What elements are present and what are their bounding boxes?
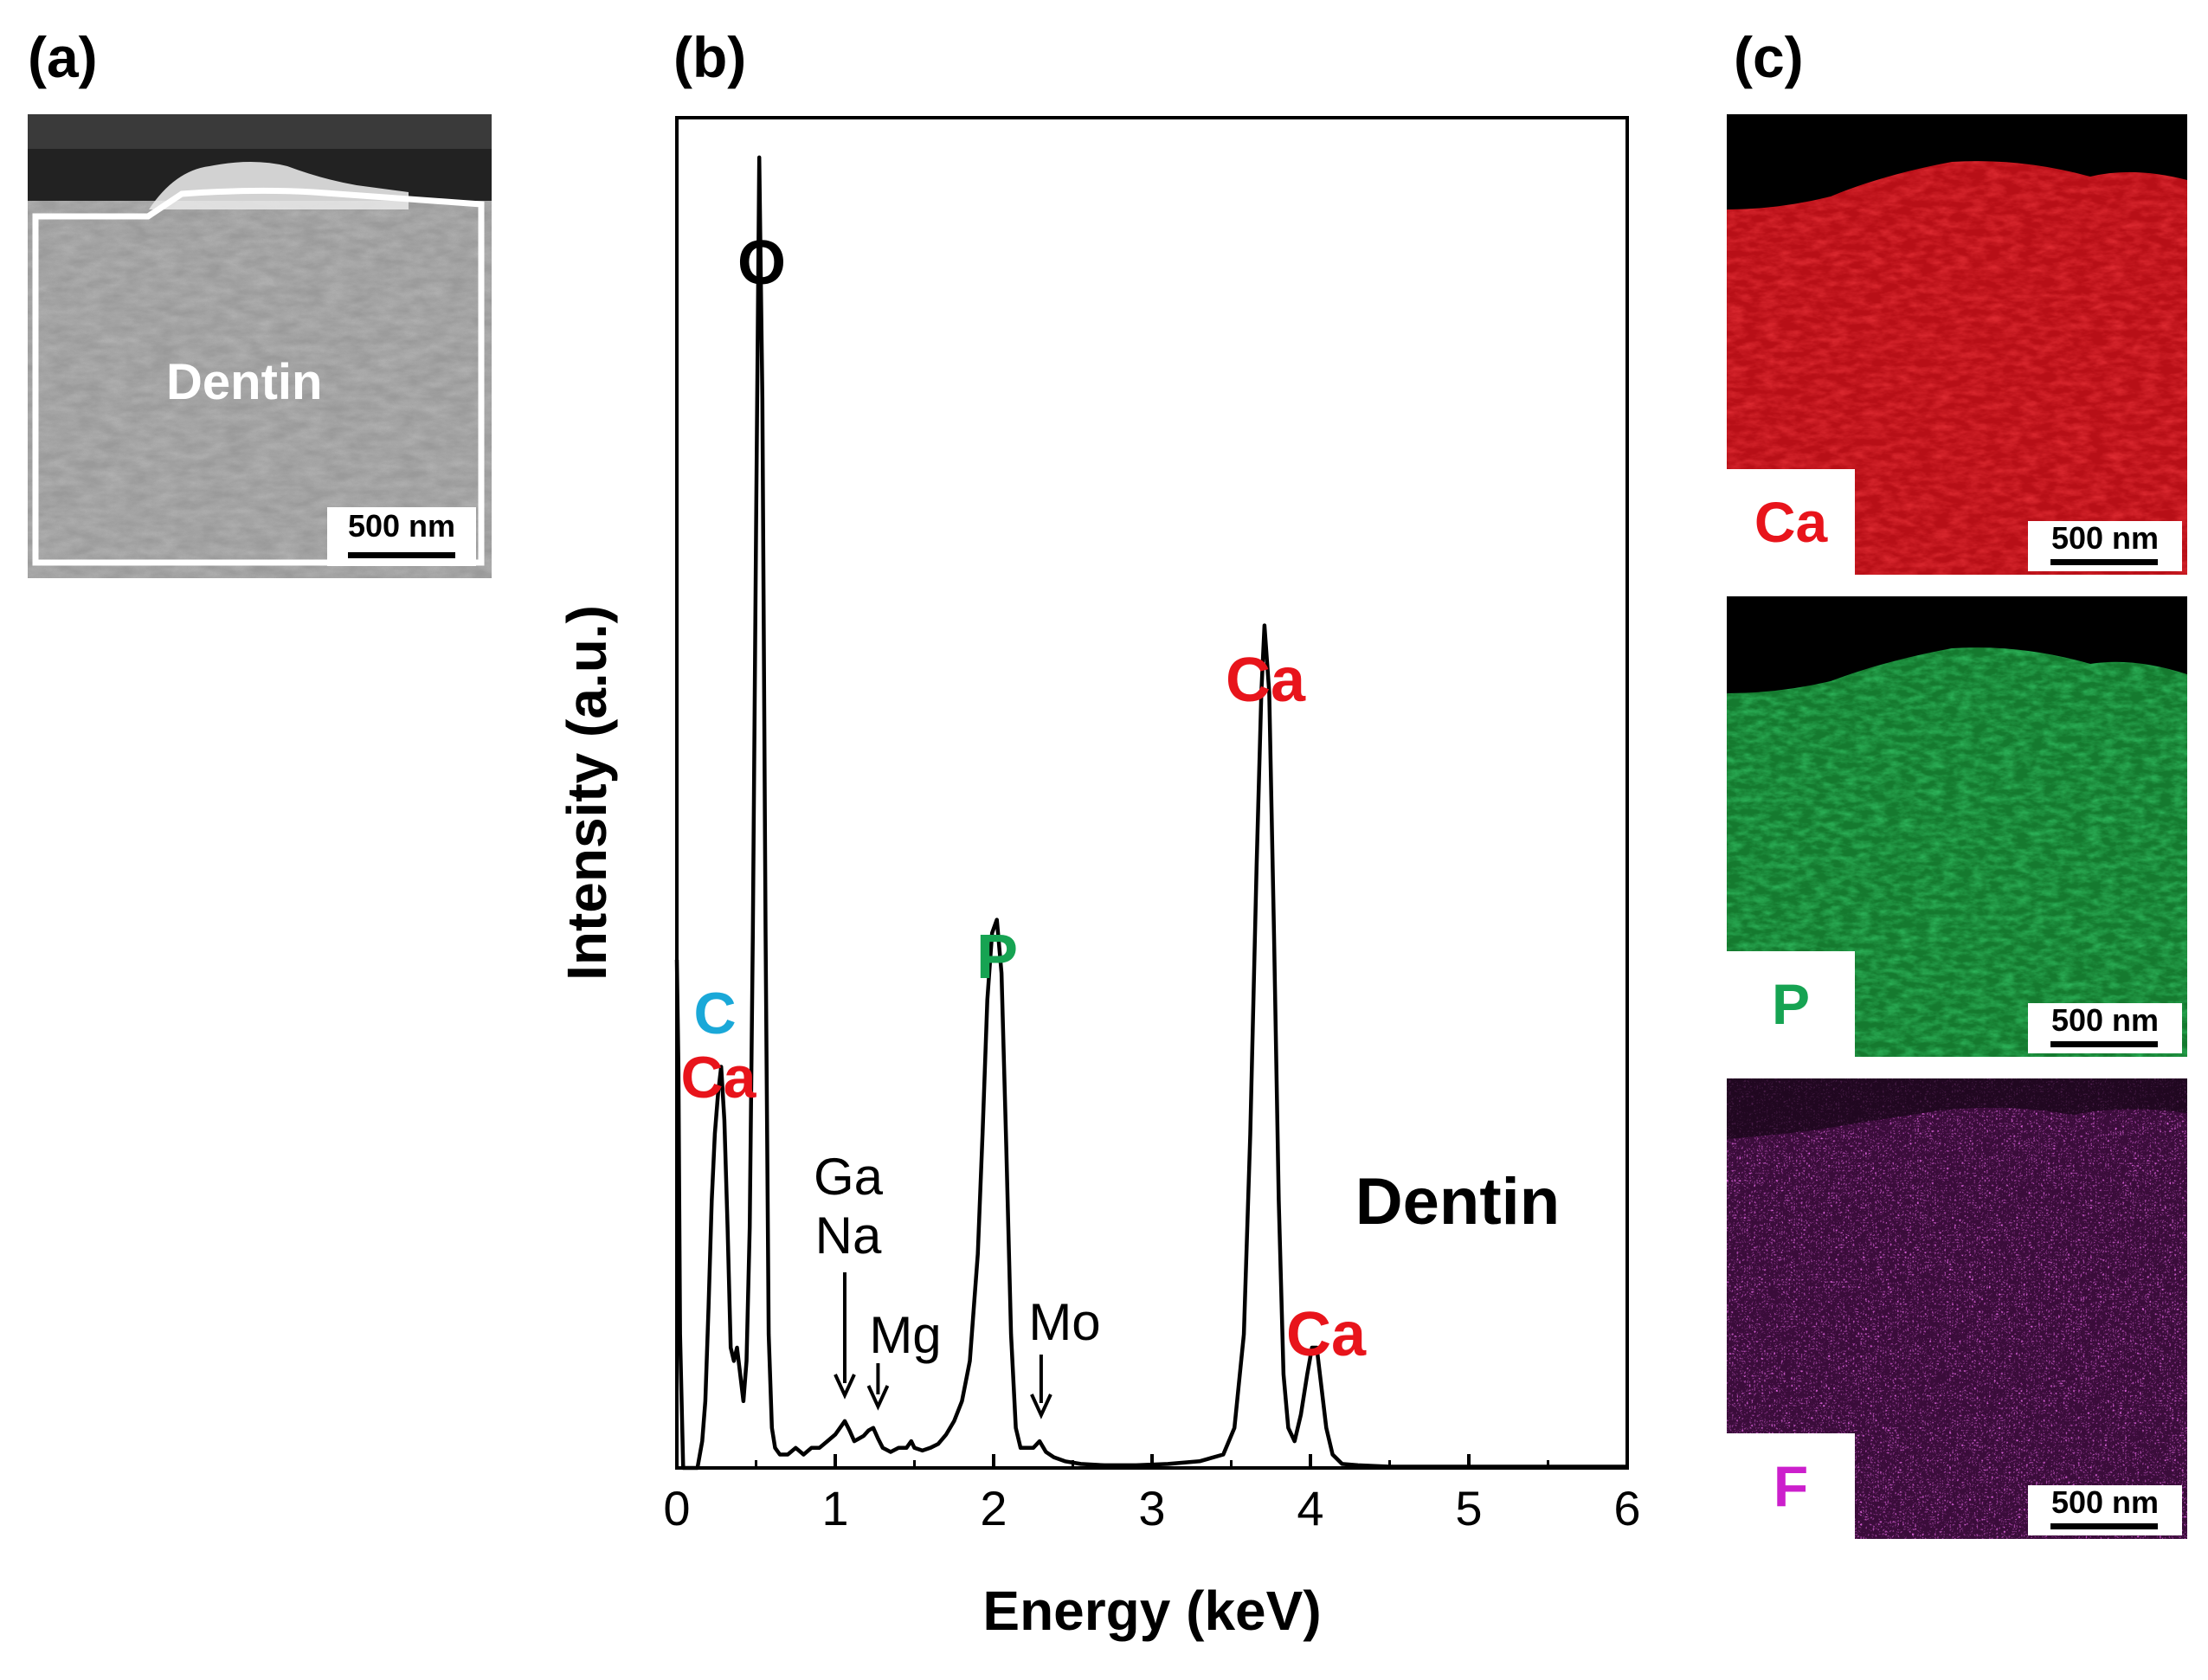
y-axis-label: Intensity (a.u.) bbox=[556, 605, 618, 981]
x-ticks: 0 1 2 3 4 5 6 bbox=[663, 1454, 1641, 1535]
map-f: F 500 nm bbox=[1727, 1078, 2187, 1539]
tem-image-texture bbox=[28, 114, 492, 578]
annotation-Ca-main: Ca bbox=[1226, 646, 1306, 715]
panel-label-c: (c) bbox=[1734, 25, 1804, 89]
x-tick-label-6: 6 bbox=[1613, 1481, 1640, 1535]
region-label-dentin: Dentin bbox=[166, 354, 323, 410]
arrow-head-2 bbox=[1030, 1394, 1053, 1419]
map-ca-texture bbox=[1727, 114, 2187, 575]
x-tick-label-2: 2 bbox=[980, 1481, 1007, 1535]
annotation-Dentin: Dentin bbox=[1355, 1165, 1560, 1239]
map-ca: Ca 500 nm bbox=[1727, 114, 2187, 575]
map-f-texture bbox=[1727, 1078, 2187, 1539]
tem-image-dentin: Dentin 500 nm bbox=[28, 114, 492, 578]
annotation-Ga: Ga bbox=[814, 1148, 884, 1206]
x-tick-label-3: 3 bbox=[1138, 1481, 1165, 1535]
scale-bar-p: 500 nm bbox=[2028, 1003, 2182, 1053]
map-p-element-label: P bbox=[1727, 951, 1855, 1057]
map-ca-element-label: Ca bbox=[1727, 469, 1855, 575]
annotation-Ca-beta: Ca bbox=[1286, 1300, 1367, 1369]
annotation-Na: Na bbox=[815, 1207, 882, 1265]
annotation-Mo: Mo bbox=[1028, 1293, 1100, 1351]
annotation-P: P bbox=[976, 923, 1018, 992]
spectrum-line bbox=[674, 155, 1627, 1471]
x-axis-label: Energy (keV) bbox=[982, 1580, 1321, 1642]
scale-bar-f: 500 nm bbox=[2028, 1485, 2182, 1535]
map-p: P 500 nm bbox=[1727, 596, 2187, 1057]
scale-bar-a-line bbox=[348, 552, 455, 558]
scale-bar-a: 500 nm bbox=[327, 507, 476, 566]
plot-frame bbox=[675, 116, 1629, 1470]
x-tick-label-4: 4 bbox=[1297, 1481, 1323, 1535]
annotation-Ca-low: Ca bbox=[681, 1045, 757, 1110]
scale-bar-p-label: 500 nm bbox=[2050, 1002, 2160, 1038]
panel-label-b: (b) bbox=[673, 25, 747, 89]
arrows bbox=[834, 1272, 1053, 1419]
x-tick-label-0: 0 bbox=[663, 1481, 690, 1535]
scale-bar-f-label: 500 nm bbox=[2050, 1484, 2160, 1520]
x-tick-label-1: 1 bbox=[821, 1481, 848, 1535]
panel-label-a: (a) bbox=[28, 25, 98, 89]
map-p-texture bbox=[1727, 596, 2187, 1057]
scale-bar-ca: 500 nm bbox=[2028, 521, 2182, 571]
scale-bar-ca-label: 500 nm bbox=[2050, 520, 2160, 556]
x-tick-label-5: 5 bbox=[1455, 1481, 1482, 1535]
annotation-Mg: Mg bbox=[869, 1306, 941, 1364]
arrow-head-0 bbox=[834, 1374, 856, 1400]
scale-bar-a-label: 500 nm bbox=[347, 508, 456, 544]
arrow-head-1 bbox=[866, 1385, 890, 1411]
annotation-C: C bbox=[693, 981, 736, 1046]
map-f-element-label: F bbox=[1727, 1433, 1855, 1539]
annotation-O: O bbox=[737, 229, 786, 298]
